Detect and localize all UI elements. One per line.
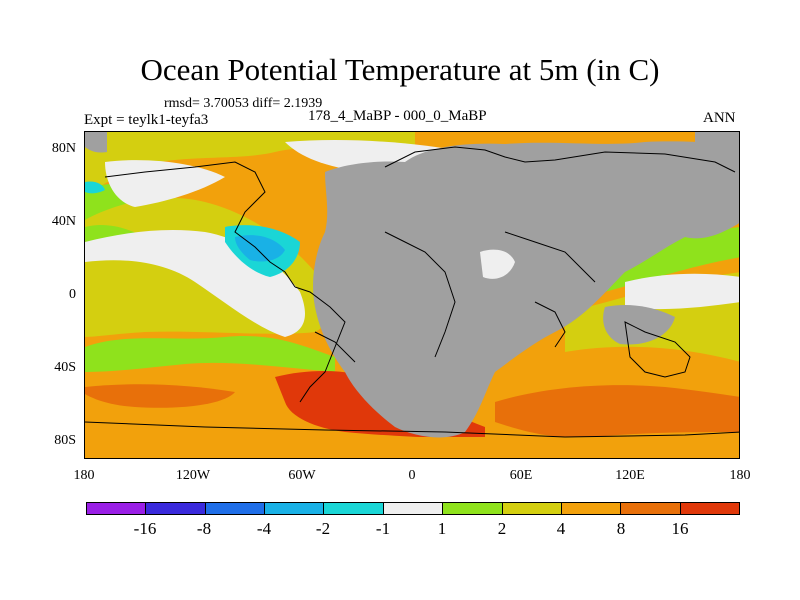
lon-tick-label: 120E <box>615 468 645 483</box>
colorbar-swatch <box>621 503 681 514</box>
colorbar-label: -8 <box>196 519 212 538</box>
colorbar-swatch <box>383 503 444 514</box>
colorbar-label: 2 <box>497 519 507 538</box>
lat-tick-label: 80S <box>54 433 76 448</box>
colorbar-swatch <box>265 503 325 514</box>
stats-label: rmsd= 3.70053 diff= 2.1939 <box>164 96 323 111</box>
colorbar-swatch <box>87 503 147 514</box>
colorbar-label: -4 <box>256 519 272 538</box>
colorbar <box>86 502 740 515</box>
lon-tick-label: 180 <box>729 468 751 483</box>
landmass-pangea <box>313 141 739 438</box>
colorbar-label: -16 <box>133 519 157 538</box>
colorbar-label: 8 <box>616 519 626 538</box>
lon-tick-label: 60W <box>288 468 316 483</box>
colorbar-swatch <box>443 503 503 514</box>
lat-tick-label: 40S <box>54 360 76 375</box>
colorbar-swatch <box>561 503 622 514</box>
lat-tick-label: 0 <box>69 287 76 302</box>
lon-tick-label: 60E <box>509 468 533 483</box>
period-label: 178_4_MaBP - 000_0_MaBP <box>308 108 487 124</box>
season-label: ANN <box>703 110 736 126</box>
lat-tick-label: 80N <box>51 141 76 156</box>
lon-tick-label: 120W <box>175 468 211 483</box>
temperature-anomaly-map <box>85 132 739 458</box>
lon-tick-label: 180 <box>73 468 95 483</box>
colorbar-label: -1 <box>375 519 391 538</box>
colorbar-label: 16 <box>671 519 689 538</box>
colorbar-label: -2 <box>315 519 331 538</box>
colorbar-label: 1 <box>437 519 447 538</box>
colorbar-swatch <box>146 503 206 514</box>
colorbar-swatch <box>502 503 562 514</box>
lat-tick-label: 40N <box>51 214 76 229</box>
chart-title: Ocean Potential Temperature at 5m (in C) <box>140 52 660 87</box>
colorbar-swatch <box>205 503 266 514</box>
map-plot-area <box>84 131 740 459</box>
colorbar-label: 4 <box>556 519 566 538</box>
lon-tick-label: 0 <box>408 468 416 483</box>
experiment-label: Expt = teylk1-teyfa3 <box>84 112 209 128</box>
colorbar-swatch <box>324 503 384 514</box>
colorbar-swatch <box>680 503 739 514</box>
